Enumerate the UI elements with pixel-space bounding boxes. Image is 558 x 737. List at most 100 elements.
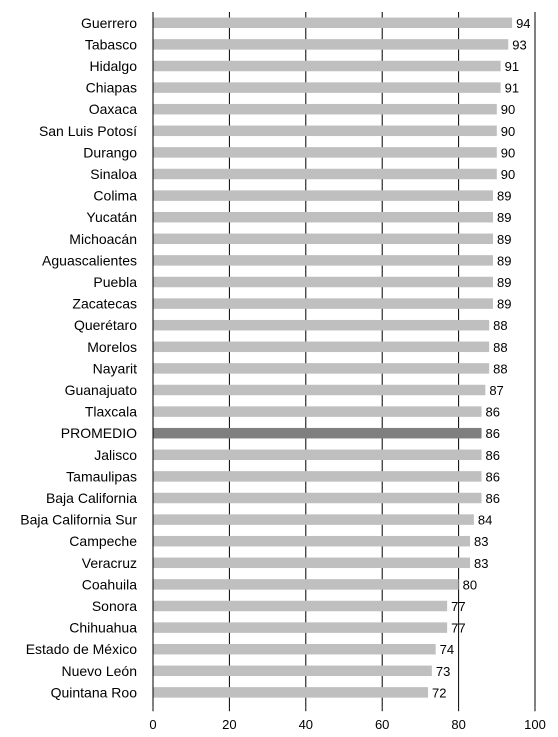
category-label: Nayarit <box>93 360 137 376</box>
value-label: 86 <box>486 405 500 420</box>
bar <box>153 190 493 201</box>
bar <box>153 233 493 245</box>
value-label: 87 <box>489 383 503 398</box>
bar <box>153 492 482 504</box>
value-label: 88 <box>493 318 507 333</box>
x-tick-label: 0 <box>149 717 156 732</box>
category-label: PROMEDIO <box>61 425 137 441</box>
value-label: 77 <box>451 621 465 636</box>
category-label: Yucatán <box>86 209 137 225</box>
bar <box>153 622 448 633</box>
value-label: 84 <box>478 513 492 528</box>
bar <box>153 255 493 266</box>
category-label: Jalisco <box>94 447 137 463</box>
category-label: Sonora <box>92 598 137 614</box>
category-label: Hidalgo <box>90 58 138 74</box>
value-label: 74 <box>440 642 454 657</box>
bar <box>153 103 497 115</box>
bar <box>153 406 482 417</box>
value-label: 86 <box>486 448 500 463</box>
value-label: 86 <box>486 469 500 484</box>
bar <box>153 60 501 72</box>
category-label: Baja California Sur <box>20 512 137 528</box>
value-label: 94 <box>516 16 530 31</box>
value-label: 86 <box>486 426 500 441</box>
value-label: 73 <box>436 664 450 679</box>
category-label: Zacatecas <box>72 296 137 312</box>
value-label: 83 <box>474 534 488 549</box>
value-label: 90 <box>501 145 515 160</box>
bar <box>153 514 474 525</box>
value-label: 90 <box>501 102 515 117</box>
category-label: Querétaro <box>74 317 137 333</box>
value-label: 89 <box>497 189 511 204</box>
bar <box>153 427 482 439</box>
category-label: Morelos <box>87 339 137 355</box>
category-label: Puebla <box>93 274 137 290</box>
category-label: Tabasco <box>85 36 137 52</box>
bar <box>153 579 459 590</box>
category-label: Chihuahua <box>69 620 137 636</box>
category-label: Coahuila <box>82 576 137 592</box>
x-tick-label: 60 <box>375 717 389 732</box>
bar <box>153 298 493 309</box>
value-label: 88 <box>493 361 507 376</box>
bar <box>153 341 490 353</box>
category-label: Aguascalientes <box>42 252 137 268</box>
category-label: Baja California <box>46 490 137 506</box>
value-label: 89 <box>497 232 511 247</box>
value-label: 83 <box>474 556 488 571</box>
value-label: 91 <box>505 59 519 74</box>
value-label: 89 <box>497 253 511 268</box>
category-label: San Luis Potosí <box>39 123 137 139</box>
x-tick-label: 100 <box>524 717 546 732</box>
category-label: Tamaulipas <box>66 468 137 484</box>
bar <box>153 471 482 482</box>
category-label: Tlaxcala <box>85 404 137 420</box>
category-label: Colima <box>93 188 137 204</box>
category-label: Veracruz <box>82 555 137 571</box>
bar <box>153 557 471 569</box>
bar <box>153 319 490 331</box>
category-label: Chiapas <box>86 80 137 96</box>
value-label: 91 <box>505 81 519 96</box>
value-label: 90 <box>501 167 515 182</box>
value-label: 90 <box>501 124 515 139</box>
category-label: Estado de México <box>26 641 137 657</box>
bar <box>153 643 436 655</box>
x-tick-label: 20 <box>222 717 236 732</box>
bar <box>153 600 448 612</box>
bar <box>153 17 513 29</box>
value-label: 86 <box>486 491 500 506</box>
value-label: 93 <box>512 37 526 52</box>
bar <box>153 39 509 50</box>
bar <box>153 384 486 396</box>
value-label: 89 <box>497 297 511 312</box>
category-label: Quintana Roo <box>51 684 138 700</box>
category-label: Durango <box>83 144 137 160</box>
bar <box>153 449 482 461</box>
value-label: 72 <box>432 685 446 700</box>
bar <box>153 363 490 374</box>
x-tick-label: 40 <box>299 717 313 732</box>
category-label: Sinaloa <box>90 166 137 182</box>
bar <box>153 665 432 677</box>
value-label: 80 <box>463 577 477 592</box>
bar <box>153 687 429 698</box>
value-label: 89 <box>497 275 511 290</box>
value-label: 88 <box>493 340 507 355</box>
category-label: Guerrero <box>81 15 137 31</box>
bar <box>153 276 493 288</box>
bar <box>153 147 497 158</box>
category-label: Nuevo León <box>61 663 137 679</box>
bar <box>153 125 497 137</box>
category-label: Oaxaca <box>89 101 137 117</box>
bar <box>153 211 493 223</box>
bar <box>153 168 497 180</box>
value-label: 89 <box>497 210 511 225</box>
category-label: Michoacán <box>69 231 137 247</box>
category-label: Campeche <box>69 533 137 549</box>
bar <box>153 82 501 93</box>
x-tick-label: 80 <box>451 717 465 732</box>
